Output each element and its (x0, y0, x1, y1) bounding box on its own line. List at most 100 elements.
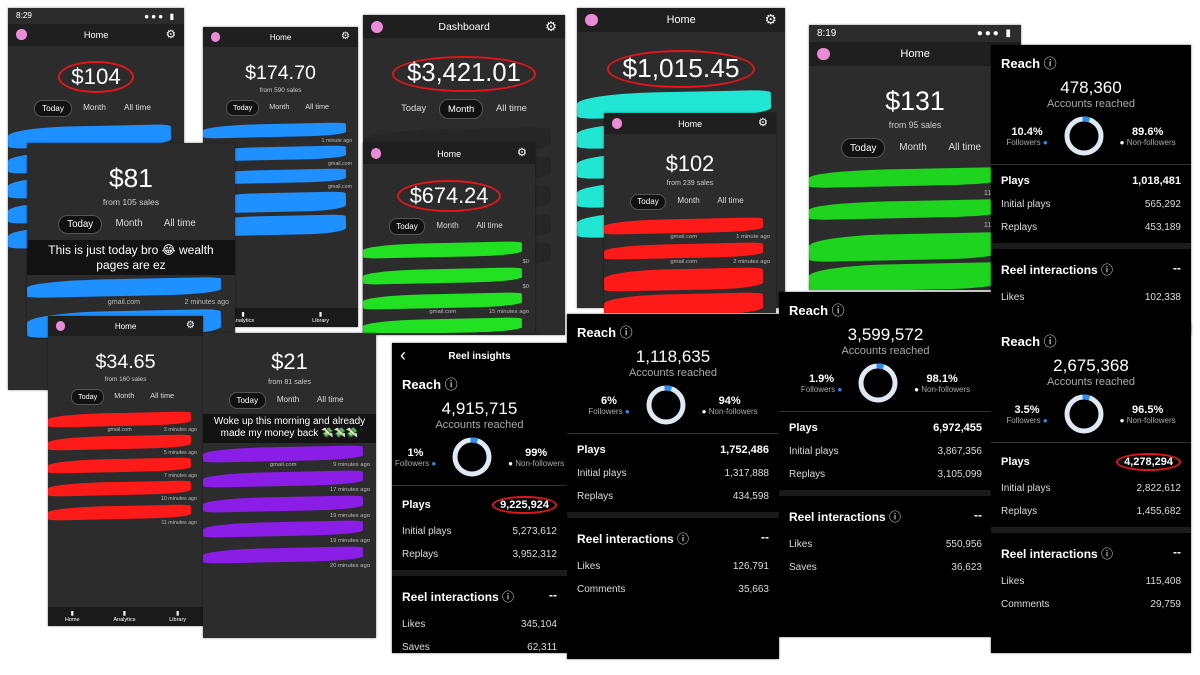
period-tab[interactable]: All time (317, 395, 344, 405)
interactions-value: -- (974, 508, 982, 522)
sales-amount: $131 (885, 86, 945, 117)
metric-value: 6,972,455 (933, 422, 982, 434)
metric-label: Plays (577, 444, 606, 456)
header-title: Home (437, 148, 462, 159)
period-tab[interactable]: All time (495, 102, 527, 114)
redaction-scribble (809, 231, 1007, 262)
period-tab[interactable]: Month (439, 99, 483, 119)
period-tab[interactable]: Month (276, 395, 300, 405)
plays-row: Initial plays 3,867,356 (779, 440, 992, 463)
period-tab[interactable]: Today (71, 388, 105, 406)
nav-item[interactable]: Analytics (113, 610, 135, 623)
sale-row: gmail.com 9 minutes ago (203, 444, 376, 468)
period-tab[interactable]: Month (115, 217, 143, 229)
period-tab[interactable]: Today (629, 193, 667, 211)
followers-label: Followers (1006, 416, 1047, 425)
sales-count: from 95 sales (888, 120, 942, 131)
sale-row: gmail.com (203, 168, 358, 190)
period-tab[interactable]: All time (150, 391, 174, 401)
reach-label: Accounts reached (841, 345, 930, 357)
interactions-title: Reel interactions (789, 508, 901, 525)
period-tab[interactable]: All time (717, 196, 744, 206)
sale-row: 7 minutes ago (48, 457, 203, 480)
metric-label: Replays (1001, 222, 1038, 233)
interactions-header: Reel interactions -- (567, 522, 779, 555)
donut (646, 385, 686, 425)
period-tab[interactable]: Month (269, 102, 290, 112)
period-tab[interactable]: Today (388, 218, 426, 235)
nav-item[interactable]: Library (169, 610, 186, 623)
settings-icon[interactable]: ⚙ (185, 320, 195, 331)
nav-item[interactable]: Library (312, 311, 329, 324)
settings-icon[interactable]: ⚙ (545, 19, 557, 34)
metric-value: 5,273,612 (512, 526, 558, 537)
period-tab[interactable]: Month (114, 391, 135, 401)
interaction-row: Comments 35,663 (567, 578, 779, 601)
non-followers: 89.6%Non-followers (1120, 126, 1176, 147)
non-followers-label: Non-followers (702, 407, 758, 416)
non-followers-label: Non-followers (508, 459, 564, 468)
settings-icon[interactable]: ⚙ (340, 31, 350, 42)
reach-label: Accounts reached (435, 419, 524, 431)
sale-time: 7 minutes ago (163, 473, 197, 480)
plays-row: Plays 6,972,455 (779, 416, 992, 440)
nav-item[interactable]: Analytics (232, 311, 254, 324)
metric-value: 1,455,682 (1136, 506, 1182, 517)
period-tab[interactable]: All time (476, 220, 503, 230)
metric-label: Plays (1001, 456, 1030, 468)
period-tab[interactable]: All time (948, 141, 982, 153)
period-tab[interactable]: Month (83, 102, 106, 112)
period-tab[interactable]: Today (226, 99, 260, 117)
period-tabs: Today Month All time (629, 193, 750, 211)
metric-label: Initial plays (789, 446, 839, 457)
sale-meta: $0 (363, 258, 529, 265)
plays-row: Plays 1,018,481 (991, 169, 1191, 193)
sale-row: gmail.com 2 minutes ago (604, 242, 776, 265)
period-tab[interactable]: All time (305, 102, 329, 112)
period-tab[interactable]: Today (841, 138, 886, 158)
sale-row: gmail.com 2 minutes ago (27, 277, 235, 307)
metric-label: Likes (789, 539, 813, 550)
period-tab[interactable]: Month (677, 196, 700, 206)
nav-item[interactable]: Home (65, 610, 80, 623)
period-tabs: Today Month All time (58, 214, 203, 235)
metric-value: 1,317,888 (724, 468, 770, 479)
sales-amount: $102 (665, 150, 715, 176)
sale-meta: gmail.com 1 minute ago (604, 233, 770, 240)
app-logo (371, 148, 382, 159)
metric-value: 115,408 (1145, 576, 1181, 587)
sales-count: from 160 sales (104, 376, 147, 384)
plays-row: Replays 434,598 (567, 485, 779, 508)
followers-pct: 6% (601, 394, 617, 407)
settings-icon[interactable]: ⚙ (757, 117, 768, 129)
interaction-row: Saves 36,623 (779, 556, 992, 579)
sale-row: 20 minutes ago (203, 545, 376, 569)
sale-row (809, 231, 1021, 262)
donut-ring (858, 363, 898, 403)
period-tab[interactable]: Today (34, 99, 72, 117)
period-tab[interactable]: Today (58, 214, 102, 235)
period-tab[interactable]: Month (436, 220, 459, 230)
settings-icon[interactable]: ⚙ (165, 28, 176, 41)
settings-icon[interactable]: ⚙ (516, 147, 527, 159)
sale-meta: gmail.com 2 minutes ago (604, 258, 770, 265)
header-title: Home (900, 47, 930, 60)
period-tab[interactable]: All time (163, 217, 196, 229)
period-tab[interactable]: Today (401, 102, 427, 114)
reach-number: 2,675,368 (1053, 356, 1129, 375)
interactions-title: Reel interactions (402, 588, 514, 605)
plays-row: Plays 9,225,924 (392, 490, 567, 520)
period-tab[interactable]: All time (123, 102, 151, 112)
settings-icon[interactable]: ⚙ (764, 12, 777, 27)
period-tab[interactable]: Month (899, 141, 927, 153)
app-logo (817, 47, 830, 61)
metric-label: Plays (1001, 175, 1030, 187)
non-followers-label: Non-followers (914, 385, 970, 394)
reach-title: Reach (392, 366, 567, 393)
period-tab[interactable]: Today (229, 392, 266, 410)
sale-email: gmail.com (107, 298, 141, 307)
metric-value: 345,104 (520, 619, 557, 630)
